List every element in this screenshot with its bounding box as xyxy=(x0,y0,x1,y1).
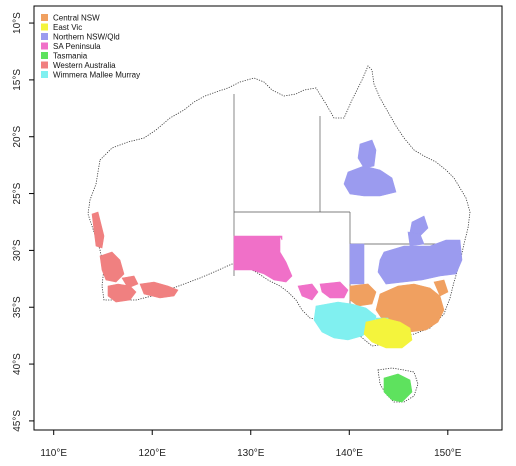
legend-swatch xyxy=(41,14,48,21)
region-sa-peninsula xyxy=(233,235,349,301)
y-tick-label: 15°S xyxy=(12,69,23,91)
legend-item-label: Central NSW xyxy=(53,14,100,23)
y-tick-label: 35°S xyxy=(12,296,23,318)
legend-item-label: SA Peninsula xyxy=(53,42,101,51)
region-western-australia xyxy=(91,211,179,303)
legend-swatch xyxy=(41,52,48,59)
legend-item-label: Western Australia xyxy=(53,61,116,70)
y-tick-label: 40°S xyxy=(12,353,23,375)
legend-item-label: Tasmania xyxy=(53,52,88,61)
region-northern-nsw-qld xyxy=(343,139,463,285)
legend-swatch xyxy=(41,33,48,40)
region-tasmania xyxy=(383,373,413,403)
y-axis: 10°S 15°S 20°S 25°S 30°S 35°S 40°S 45°S xyxy=(12,12,34,432)
y-tick-label: 45°S xyxy=(12,410,23,432)
y-tick-label: 20°S xyxy=(12,126,23,148)
x-tick-label: 150°E xyxy=(434,448,462,459)
mainland-coastline xyxy=(87,65,471,347)
legend-swatch xyxy=(41,71,48,78)
x-tick-label: 110°E xyxy=(40,448,67,459)
legend-swatch xyxy=(41,23,48,31)
legend-item-label: Northern NSW/Qld xyxy=(53,33,120,42)
legend-swatch xyxy=(41,42,48,50)
legend-item-label: Wimmera Mallee Murray xyxy=(53,71,140,80)
y-tick-label: 25°S xyxy=(12,182,23,204)
legend-item-label: East Vic xyxy=(53,23,82,32)
map-layer xyxy=(87,65,471,403)
x-tick-label: 130°E xyxy=(237,448,265,459)
y-tick-label: 10°S xyxy=(12,12,23,34)
y-tick-label: 30°S xyxy=(12,239,23,261)
x-tick-label: 140°E xyxy=(336,448,364,459)
legend-swatch xyxy=(41,61,48,69)
x-tick-label: 120°E xyxy=(139,448,167,459)
region-east-vic xyxy=(363,317,413,349)
x-axis: 110°E 120°E 130°E 140°E 150°E xyxy=(40,430,462,459)
